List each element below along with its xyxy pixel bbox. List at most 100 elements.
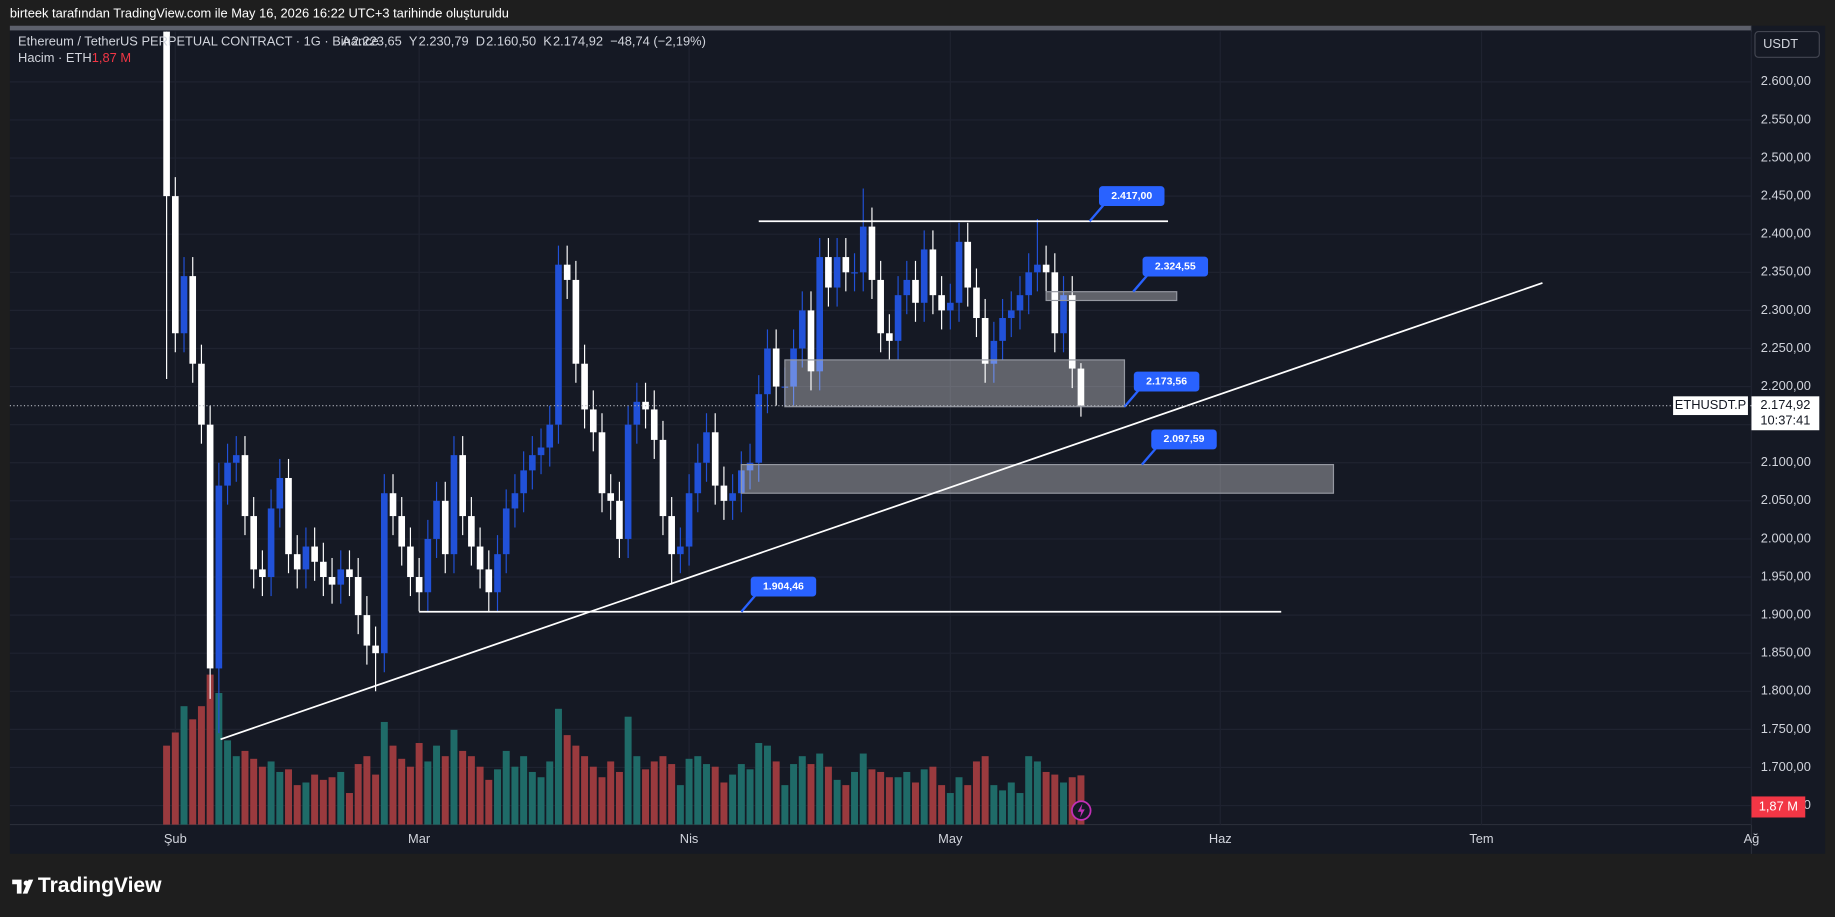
volume-bar <box>424 761 432 825</box>
brand: TradingView <box>38 874 162 897</box>
volume-bar <box>824 766 832 825</box>
candle-body <box>825 257 832 288</box>
currency[interactable]: USDT <box>1763 36 1798 51</box>
candle-body <box>694 462 702 494</box>
volume-bar <box>981 756 989 825</box>
candle-body <box>441 500 449 555</box>
callout-tail <box>1088 204 1105 223</box>
volume-bar <box>180 706 188 825</box>
volume-bar <box>459 750 467 825</box>
candle-body <box>677 546 684 555</box>
candle-body <box>920 249 928 303</box>
candle-body <box>711 432 719 486</box>
volume-bar <box>1068 777 1076 825</box>
volume-value: 1,87 M <box>92 50 131 65</box>
volume-bar <box>920 769 928 825</box>
volume-bar <box>520 756 528 825</box>
volume-bar <box>511 766 519 825</box>
candle-body <box>668 516 675 555</box>
volume-bar <box>990 785 998 825</box>
volume-bar <box>1025 756 1033 825</box>
candle-body <box>276 477 284 509</box>
candle-body <box>894 295 902 341</box>
candle-body <box>964 241 972 288</box>
candle-body <box>842 257 850 273</box>
candle-body <box>520 470 527 494</box>
candle-body <box>981 318 989 364</box>
y-tick-label: 2.600,00 <box>1761 73 1811 88</box>
candle-body <box>337 569 345 585</box>
ohlc-value: 2.174,92 <box>553 33 603 48</box>
volume-pane <box>163 674 1085 825</box>
candle-body <box>163 31 170 197</box>
candle-body <box>259 569 266 578</box>
y-tick-label: 2.450,00 <box>1761 188 1811 203</box>
volume-bar <box>598 777 606 825</box>
trend-line <box>220 282 1543 741</box>
volume-bar <box>502 750 510 825</box>
volume-bar <box>650 761 658 825</box>
y-tick-label: 2.050,00 <box>1761 492 1811 507</box>
candle-body <box>990 340 998 364</box>
candle-body <box>807 310 815 372</box>
volume-bar <box>354 764 362 825</box>
zone-box <box>784 359 1126 408</box>
candle-body <box>537 447 545 456</box>
volume-bar <box>964 785 972 825</box>
volume-bar <box>781 785 789 825</box>
x-tick-label: Tem <box>1469 831 1493 846</box>
candle-body <box>398 516 406 547</box>
volume-bar <box>563 735 571 825</box>
volume-bar <box>485 779 493 825</box>
volume-bar <box>197 706 205 825</box>
volume-bar <box>842 785 850 825</box>
volume-bar <box>1016 793 1024 825</box>
y-tick-label: 2.250,00 <box>1761 340 1811 355</box>
candle-body <box>886 333 893 341</box>
candle-body <box>363 615 371 646</box>
volume-bar <box>337 771 345 825</box>
volume-bar <box>1077 775 1085 825</box>
candle-body <box>955 241 963 303</box>
callout-box <box>1142 256 1209 277</box>
candle-body <box>859 226 867 273</box>
volume-bar <box>293 785 301 825</box>
volume-bar <box>955 777 963 825</box>
candle-body <box>555 264 562 425</box>
y-tick-label: 1.750,00 <box>1761 721 1811 736</box>
axes: 1.650,001.700,001.750,001.800,001.850,00… <box>164 73 1820 846</box>
y-tick-label: 2.100,00 <box>1761 454 1811 469</box>
callout-box <box>1151 429 1217 450</box>
callout-box <box>750 576 817 597</box>
zone-box <box>1045 291 1178 302</box>
y-tick-label: 1.700,00 <box>1761 759 1811 774</box>
currency-button[interactable] <box>1754 30 1820 58</box>
volume-bar <box>972 761 980 825</box>
candle-body <box>302 546 310 570</box>
ohlc-legend: A 2.223,65 Y 2.230,79 D 2.160,50 K 2.174,92 −48,… <box>342 33 706 48</box>
volume-bar <box>946 793 954 825</box>
credit: birteek tarafından TradingView.com ile M… <box>10 5 509 20</box>
volume-bar <box>389 745 397 825</box>
volume-bar <box>433 745 441 825</box>
y-tick-label: 2.200,00 <box>1761 378 1811 393</box>
candle-body <box>851 272 858 274</box>
volume-bar <box>676 785 684 825</box>
symbol: Ethereum / TetherUS PERPETUAL CONTRACT ·… <box>18 33 379 48</box>
candle-body <box>877 279 884 334</box>
last-volume: 1,87 M <box>1759 798 1798 813</box>
candle-body <box>494 554 501 593</box>
candle-body <box>511 493 519 509</box>
ohlc-change: −48,74 (−2,19%) <box>610 33 706 48</box>
candle-body <box>354 577 362 616</box>
candle-body <box>328 577 336 585</box>
volume-bar <box>624 716 632 825</box>
candle-body <box>433 500 440 539</box>
drawings: 2.324,55 2.173,56 2.097,59 2.417,00 1.904,46 <box>9 186 1752 741</box>
candle-body <box>589 409 597 433</box>
volume-bar <box>206 674 214 825</box>
logo <box>12 879 34 894</box>
volume-bar <box>642 769 650 825</box>
volume-bar <box>537 777 545 825</box>
